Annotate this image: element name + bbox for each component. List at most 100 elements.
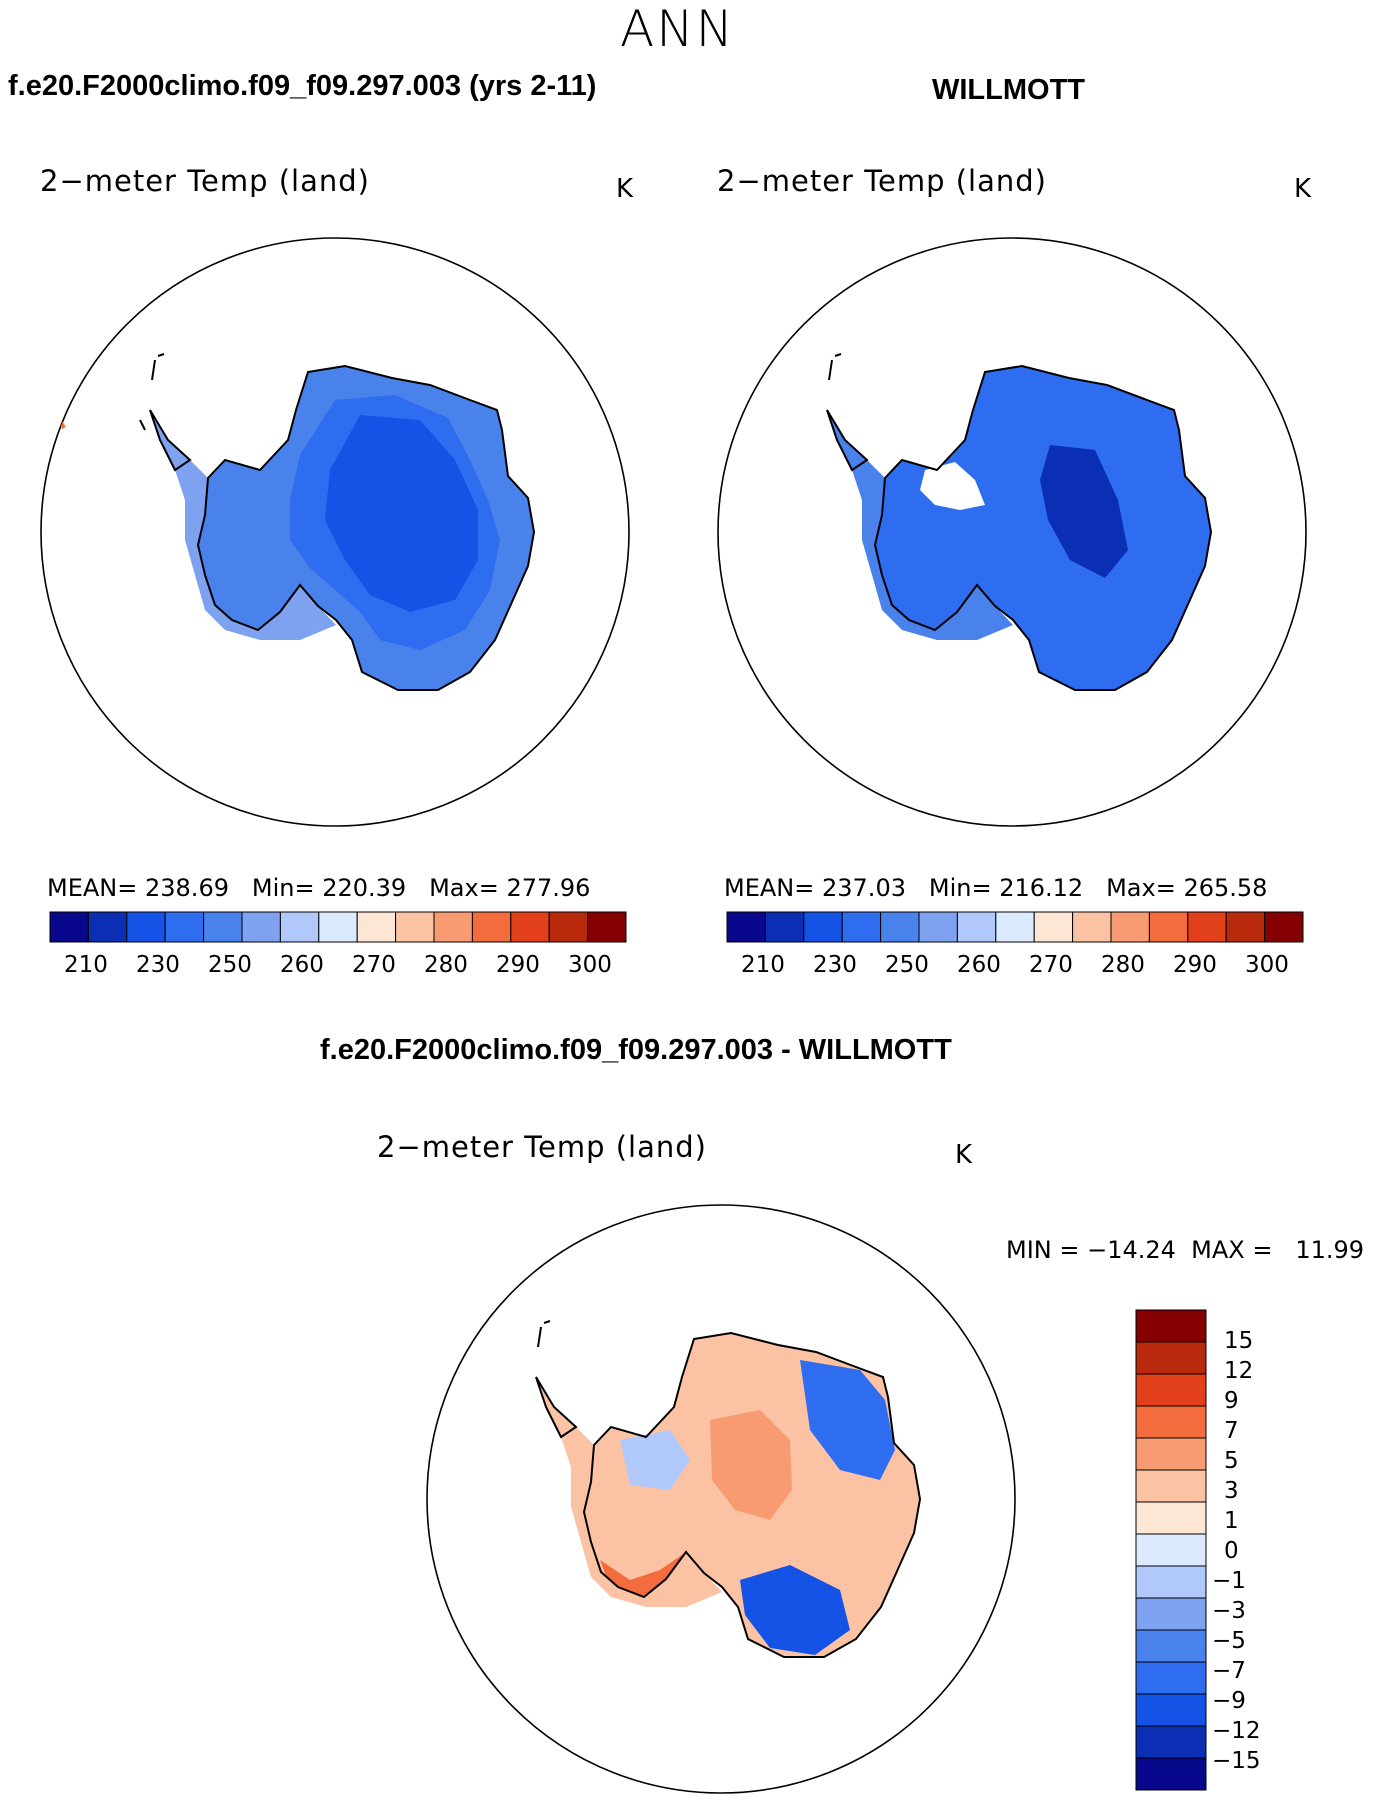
panel3-colorbar-swatch bbox=[1135, 1373, 1207, 1407]
panel3-coastline bbox=[535, 1326, 922, 1658]
panel2-colorbar bbox=[726, 911, 1304, 943]
panel2-colorbar-swatch bbox=[956, 911, 997, 943]
panel1-coastline bbox=[139, 359, 536, 691]
panel1-case-title: f.e20.F2000climo.f09_f09.297.003 (yrs 2-… bbox=[8, 70, 597, 102]
panel2-tick: 300 bbox=[1245, 952, 1289, 978]
panel1-tick: 290 bbox=[496, 952, 540, 978]
panel3-tick: −1 bbox=[1212, 1568, 1246, 1594]
panel3-tick: −7 bbox=[1212, 1658, 1246, 1684]
panel2-colorbar-swatch bbox=[1072, 911, 1112, 943]
panel2-colorbar-swatch bbox=[841, 911, 882, 943]
panel3-colorbar-swatch bbox=[1135, 1501, 1207, 1535]
panel2-variable-title: 2−meter Temp (land) bbox=[717, 164, 1047, 198]
panel1-colorbar-swatch bbox=[126, 911, 166, 943]
panel2-colorbar-swatch bbox=[1264, 911, 1304, 943]
panel2-unit: K bbox=[1294, 174, 1312, 204]
panel1-peninsula-field bbox=[150, 410, 336, 640]
panel2-stats: MEAN= 237.03 Min= 216.12 Max= 265.58 bbox=[724, 874, 1267, 902]
panel1-tick: 280 bbox=[424, 952, 468, 978]
panel3-cold-east bbox=[800, 1360, 895, 1480]
panel3-unit: K bbox=[955, 1140, 973, 1170]
panel1-colorbar-swatch bbox=[471, 911, 512, 943]
panel3-map bbox=[426, 1204, 1016, 1794]
panel2-tick: 260 bbox=[957, 952, 1001, 978]
panel2-colorbar-swatch bbox=[918, 911, 958, 943]
panel3-colorbar-swatch bbox=[1135, 1533, 1207, 1567]
panel3-tick: −5 bbox=[1212, 1628, 1246, 1654]
panel3-colorbar-swatch bbox=[1135, 1629, 1207, 1663]
panel1-colorbar-swatch bbox=[395, 911, 435, 943]
panel3-tick: 5 bbox=[1224, 1448, 1239, 1474]
panel1-colorbar-swatch bbox=[241, 911, 281, 943]
panel3-colorbar-swatch bbox=[1135, 1597, 1207, 1631]
panel1-tick: 260 bbox=[280, 952, 324, 978]
panel3-colorbar-swatch bbox=[1135, 1725, 1207, 1759]
panel2-colorbar-swatch bbox=[1033, 911, 1074, 943]
panel3-tick: 3 bbox=[1224, 1478, 1239, 1504]
panel2-colorbar-swatch bbox=[1110, 911, 1150, 943]
panel1-colorbar-swatch bbox=[433, 911, 473, 943]
figure-title: ANN bbox=[620, 0, 736, 58]
panel1-colorbar-swatch bbox=[279, 911, 320, 943]
panel2-core-field bbox=[1040, 445, 1128, 578]
panel2-min-label: Min= bbox=[928, 874, 992, 902]
panel1-tick: 230 bbox=[136, 952, 180, 978]
panel3-case-title: f.e20.F2000climo.f09_f09.297.003 - WILLM… bbox=[320, 1034, 952, 1066]
panel2-colorbar-swatch bbox=[995, 911, 1035, 943]
panel3-tick: 15 bbox=[1224, 1328, 1254, 1354]
panel3-tick: −15 bbox=[1212, 1748, 1261, 1774]
panel3-colorbar-swatch bbox=[1135, 1757, 1207, 1791]
panel3-range-text: MIN = −14.24 MAX = 11.99 bbox=[1006, 1236, 1365, 1264]
panel1-variable-title: 2−meter Temp (land) bbox=[40, 164, 370, 198]
panel2-mean-label: MEAN= bbox=[724, 874, 815, 902]
panel2-tick: 290 bbox=[1173, 952, 1217, 978]
panel1-colorbar-swatch bbox=[164, 911, 205, 943]
panel2-map bbox=[717, 237, 1307, 827]
panel3-warm-region bbox=[710, 1410, 792, 1520]
panel1-colorbar-swatch bbox=[203, 911, 243, 943]
panel1-colorbar bbox=[49, 911, 627, 943]
panel3-tick: −9 bbox=[1212, 1688, 1246, 1714]
panel1-tick: 250 bbox=[208, 952, 252, 978]
panel1-colorbar-swatch bbox=[87, 911, 128, 943]
panel2-tick: 230 bbox=[813, 952, 857, 978]
panel1-mean-label: MEAN= bbox=[47, 874, 138, 902]
panel3-colorbar-swatch bbox=[1135, 1309, 1207, 1343]
panel1-min-value: 220.39 bbox=[322, 874, 407, 902]
panel2-colorbar-swatch bbox=[1187, 911, 1227, 943]
panel3-colorbar-swatch bbox=[1135, 1565, 1207, 1599]
panel1-min-label: Min= bbox=[251, 874, 315, 902]
panel3-tick: −3 bbox=[1212, 1598, 1246, 1624]
panel1-unit: K bbox=[616, 174, 634, 204]
panel2-missing-region bbox=[920, 462, 985, 510]
panel2-case-title: WILLMOTT bbox=[932, 74, 1086, 106]
panel3-colorbar-swatch bbox=[1135, 1437, 1207, 1471]
panel1-colorbar-swatch bbox=[49, 911, 89, 943]
panel2-colorbar-swatch bbox=[1225, 911, 1266, 943]
panel2-min-value: 216.12 bbox=[999, 874, 1084, 902]
panel2-tick: 270 bbox=[1029, 952, 1073, 978]
panel3-colorbar-swatch bbox=[1135, 1693, 1207, 1727]
panel1-max-label: Max= bbox=[429, 874, 499, 902]
panel1-colorbar-swatch bbox=[587, 911, 627, 943]
panel1-tick: 210 bbox=[64, 952, 108, 978]
panel3-colorbar-swatch bbox=[1135, 1469, 1207, 1503]
panel1-colorbar-swatch bbox=[548, 911, 589, 943]
panel1-mean-value: 238.69 bbox=[145, 874, 229, 902]
panel2-tick: 280 bbox=[1101, 952, 1145, 978]
panel3-tick: 0 bbox=[1224, 1538, 1239, 1564]
panel2-tick: 250 bbox=[885, 952, 929, 978]
panel2-island-small bbox=[834, 353, 842, 357]
panel1-tick: 300 bbox=[568, 952, 612, 978]
panel2-colorbar-swatch bbox=[1148, 911, 1189, 943]
panel3-tick: 12 bbox=[1224, 1358, 1254, 1384]
panel3-cool-band bbox=[620, 1430, 690, 1490]
panel2-colorbar-swatch bbox=[726, 911, 766, 943]
panel2-max-value: 265.58 bbox=[1183, 874, 1268, 902]
panel1-colorbar-swatch bbox=[318, 911, 358, 943]
panel3-tick: 1 bbox=[1224, 1508, 1239, 1534]
panel3-tick: 7 bbox=[1224, 1418, 1239, 1444]
panel1-max-value: 277.96 bbox=[506, 874, 591, 902]
panel3-peninsula-field bbox=[536, 1377, 722, 1607]
